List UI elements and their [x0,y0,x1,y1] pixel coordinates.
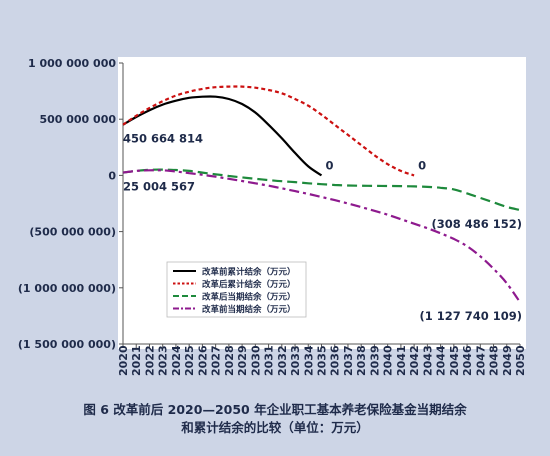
series-group [122,85,521,303]
x-tick-label: 2038 [355,345,368,376]
x-tick-label: 2034 [302,345,315,376]
figure-caption-line1: 图 6 改革前后 2020—2050 年企业职工基本养老保险基金当期结余 [83,402,467,417]
x-tick-label: 2022 [143,345,156,376]
x-tick-label: 2029 [236,345,249,376]
series-line-before-current [122,169,521,303]
x-tick-label: 2032 [276,345,289,376]
x-tick-label: 2036 [329,345,342,376]
x-tick-label: 2030 [249,345,262,376]
x-tick-label: 2020 [117,345,130,376]
legend-label: 改革前当期结余（万元） [202,304,296,315]
legend: 改革前累计结余（万元）改革后累计结余（万元） 改革后当期结余（万元）改革前当期结余… [166,261,307,318]
y-tick-label: (1 500 000 000) [18,338,116,351]
y-tick-label: (500 000 000) [29,226,116,239]
data-label: 25 004 567 [123,180,195,194]
x-tick-label: 2025 [183,345,196,376]
x-tick-label: 2041 [395,345,408,376]
series-line-after-current [122,168,521,212]
series-line-before-cumulative [122,95,323,177]
x-tick-label: 2049 [501,345,514,376]
x-tick-label: 2045 [448,345,461,376]
x-tick-label: 2033 [289,345,302,376]
data-label: 0 [418,158,426,172]
data-label: (308 486 152) [431,217,522,231]
x-tick-label: 2024 [170,345,183,376]
x-tick-label: 2047 [474,345,487,376]
x-tick-label: 2040 [382,345,395,376]
y-tick-label: 1 000 000 000 [28,57,116,70]
x-tick-label: 2021 [130,345,143,376]
x-tick-label: 2026 [196,345,209,376]
x-tick-label: 2048 [488,345,501,376]
x-tick-label: 2037 [342,345,355,376]
y-tick-label: 500 000 000 [39,113,116,126]
y-tick-label: 0 [108,169,116,182]
x-tick-label: 2027 [210,345,223,376]
y-tick-label: (1 000 000 000) [18,282,116,295]
series-line-after-cumulative [122,85,415,177]
annotations: 450 664 814 25 004 567 0 0 (308 486 152) (1 1… [123,132,522,323]
data-label: 450 664 814 [123,132,203,146]
x-tick-label: 2050 [514,345,527,376]
x-tick-label: 2035 [316,345,329,376]
legend-label: 改革后累计结余（万元） [202,279,296,290]
x-tick-label: 2023 [157,345,170,376]
legend-label: 改革前累计结余（万元） [202,267,296,278]
x-tick-label: 2044 [435,345,448,376]
x-tick-label: 2046 [461,345,474,376]
data-label: (1 127 740 109) [419,309,522,323]
legend-label: 改革后当期结余（万元） [202,292,296,303]
x-tick-label: 2028 [223,345,236,376]
x-tick-label: 2039 [368,345,381,376]
x-tick-label: 2042 [408,345,421,376]
figure-caption-line2: 和累计结余的比较（单位：万元） [181,420,369,435]
axes: 1 000 000 000 500 000 000 0 (500 000 000) (1… [18,57,527,376]
x-tick-label: 2043 [421,345,434,376]
x-tick-label: 2031 [263,345,276,376]
data-label: 0 [326,158,334,172]
